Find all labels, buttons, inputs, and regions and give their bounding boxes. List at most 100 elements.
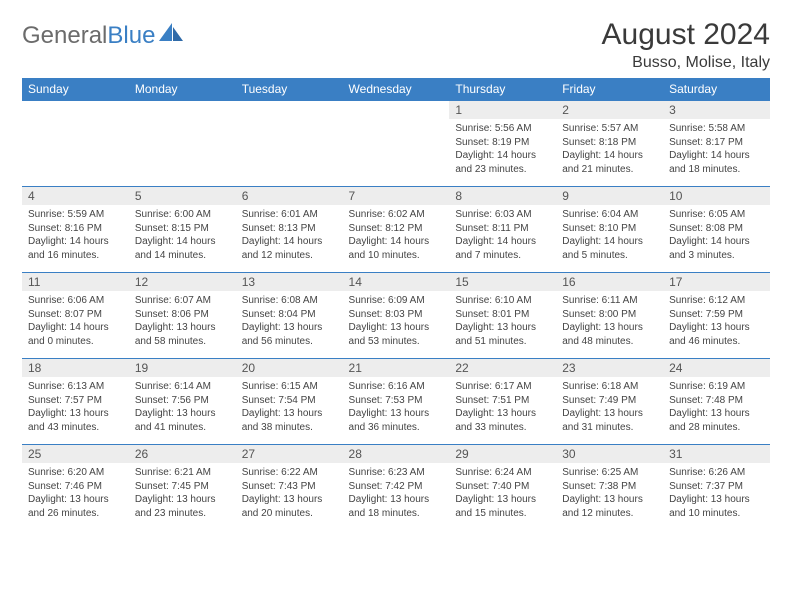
page-subtitle: Busso, Molise, Italy	[602, 54, 770, 72]
day-details: Sunrise: 6:06 AMSunset: 8:07 PMDaylight:…	[22, 291, 129, 352]
day-number: 14	[343, 273, 450, 291]
day-number: 15	[449, 273, 556, 291]
day-details: Sunrise: 5:57 AMSunset: 8:18 PMDaylight:…	[556, 119, 663, 180]
calendar-day-cell: 4Sunrise: 5:59 AMSunset: 8:16 PMDaylight…	[22, 187, 129, 273]
day-number: 3	[663, 101, 770, 119]
day-number: 25	[22, 445, 129, 463]
calendar-day-cell: 20Sunrise: 6:15 AMSunset: 7:54 PMDayligh…	[236, 359, 343, 445]
calendar-day-cell: 24Sunrise: 6:19 AMSunset: 7:48 PMDayligh…	[663, 359, 770, 445]
calendar-day-cell: 15Sunrise: 6:10 AMSunset: 8:01 PMDayligh…	[449, 273, 556, 359]
day-details: Sunrise: 5:59 AMSunset: 8:16 PMDaylight:…	[22, 205, 129, 266]
day-number: 8	[449, 187, 556, 205]
day-details: Sunrise: 6:21 AMSunset: 7:45 PMDaylight:…	[129, 463, 236, 524]
day-details: Sunrise: 6:02 AMSunset: 8:12 PMDaylight:…	[343, 205, 450, 266]
day-number: 23	[556, 359, 663, 377]
day-number: 5	[129, 187, 236, 205]
calendar-day-cell: 28Sunrise: 6:23 AMSunset: 7:42 PMDayligh…	[343, 445, 450, 531]
day-number: 9	[556, 187, 663, 205]
brand-part1: General	[22, 22, 107, 50]
day-details: Sunrise: 6:11 AMSunset: 8:00 PMDaylight:…	[556, 291, 663, 352]
calendar-day-cell: 7Sunrise: 6:02 AMSunset: 8:12 PMDaylight…	[343, 187, 450, 273]
calendar-body: ........1Sunrise: 5:56 AMSunset: 8:19 PM…	[22, 101, 770, 531]
day-details: Sunrise: 6:07 AMSunset: 8:06 PMDaylight:…	[129, 291, 236, 352]
day-number: 20	[236, 359, 343, 377]
calendar-day-cell: 5Sunrise: 6:00 AMSunset: 8:15 PMDaylight…	[129, 187, 236, 273]
day-details: Sunrise: 6:08 AMSunset: 8:04 PMDaylight:…	[236, 291, 343, 352]
calendar-day-cell: 10Sunrise: 6:05 AMSunset: 8:08 PMDayligh…	[663, 187, 770, 273]
calendar-day-cell: 26Sunrise: 6:21 AMSunset: 7:45 PMDayligh…	[129, 445, 236, 531]
day-number: 7	[343, 187, 450, 205]
calendar-day-cell: 8Sunrise: 6:03 AMSunset: 8:11 PMDaylight…	[449, 187, 556, 273]
day-details: Sunrise: 6:16 AMSunset: 7:53 PMDaylight:…	[343, 377, 450, 438]
day-details: Sunrise: 6:17 AMSunset: 7:51 PMDaylight:…	[449, 377, 556, 438]
day-number: 22	[449, 359, 556, 377]
day-number: 10	[663, 187, 770, 205]
calendar-day-cell: 18Sunrise: 6:13 AMSunset: 7:57 PMDayligh…	[22, 359, 129, 445]
calendar-day-cell: 19Sunrise: 6:14 AMSunset: 7:56 PMDayligh…	[129, 359, 236, 445]
day-details: Sunrise: 5:58 AMSunset: 8:17 PMDaylight:…	[663, 119, 770, 180]
day-number: 2	[556, 101, 663, 119]
calendar-day-cell: ..	[343, 101, 450, 187]
day-number: 24	[663, 359, 770, 377]
day-details: Sunrise: 6:13 AMSunset: 7:57 PMDaylight:…	[22, 377, 129, 438]
day-details: Sunrise: 6:26 AMSunset: 7:37 PMDaylight:…	[663, 463, 770, 524]
calendar-page: GeneralBlue August 2024 Busso, Molise, I…	[0, 0, 792, 541]
day-details: Sunrise: 6:25 AMSunset: 7:38 PMDaylight:…	[556, 463, 663, 524]
day-details: Sunrise: 6:19 AMSunset: 7:48 PMDaylight:…	[663, 377, 770, 438]
weekday-header: Monday	[129, 78, 236, 101]
day-details: Sunrise: 6:14 AMSunset: 7:56 PMDaylight:…	[129, 377, 236, 438]
day-number: 18	[22, 359, 129, 377]
day-details: Sunrise: 5:56 AMSunset: 8:19 PMDaylight:…	[449, 119, 556, 180]
calendar-day-cell: 14Sunrise: 6:09 AMSunset: 8:03 PMDayligh…	[343, 273, 450, 359]
day-details: Sunrise: 6:05 AMSunset: 8:08 PMDaylight:…	[663, 205, 770, 266]
title-block: August 2024 Busso, Molise, Italy	[602, 18, 770, 72]
weekday-header: Wednesday	[343, 78, 450, 101]
calendar-day-cell: 21Sunrise: 6:16 AMSunset: 7:53 PMDayligh…	[343, 359, 450, 445]
weekday-header: Sunday	[22, 78, 129, 101]
brand-part2: Blue	[107, 22, 155, 50]
calendar-day-cell: 2Sunrise: 5:57 AMSunset: 8:18 PMDaylight…	[556, 101, 663, 187]
calendar-day-cell: ..	[22, 101, 129, 187]
day-details: Sunrise: 6:09 AMSunset: 8:03 PMDaylight:…	[343, 291, 450, 352]
day-number: 29	[449, 445, 556, 463]
header: GeneralBlue August 2024 Busso, Molise, I…	[22, 18, 770, 72]
day-details: Sunrise: 6:10 AMSunset: 8:01 PMDaylight:…	[449, 291, 556, 352]
calendar-day-cell: ..	[129, 101, 236, 187]
day-number: 13	[236, 273, 343, 291]
day-number: 4	[22, 187, 129, 205]
day-number: 11	[22, 273, 129, 291]
calendar-day-cell: 1Sunrise: 5:56 AMSunset: 8:19 PMDaylight…	[449, 101, 556, 187]
day-details: Sunrise: 6:12 AMSunset: 7:59 PMDaylight:…	[663, 291, 770, 352]
calendar-day-cell: 23Sunrise: 6:18 AMSunset: 7:49 PMDayligh…	[556, 359, 663, 445]
weekday-header: Thursday	[449, 78, 556, 101]
day-details: Sunrise: 6:22 AMSunset: 7:43 PMDaylight:…	[236, 463, 343, 524]
calendar-weekday-header: SundayMondayTuesdayWednesdayThursdayFrid…	[22, 78, 770, 101]
day-number: 27	[236, 445, 343, 463]
day-number: 12	[129, 273, 236, 291]
day-number: 17	[663, 273, 770, 291]
day-number: 6	[236, 187, 343, 205]
weekday-header: Saturday	[663, 78, 770, 101]
day-number: 31	[663, 445, 770, 463]
day-number: 19	[129, 359, 236, 377]
day-details: Sunrise: 6:15 AMSunset: 7:54 PMDaylight:…	[236, 377, 343, 438]
calendar-day-cell: 22Sunrise: 6:17 AMSunset: 7:51 PMDayligh…	[449, 359, 556, 445]
day-details: Sunrise: 6:01 AMSunset: 8:13 PMDaylight:…	[236, 205, 343, 266]
calendar-day-cell: 31Sunrise: 6:26 AMSunset: 7:37 PMDayligh…	[663, 445, 770, 531]
calendar-table: SundayMondayTuesdayWednesdayThursdayFrid…	[22, 78, 770, 531]
day-number: 30	[556, 445, 663, 463]
brand-logo: GeneralBlue	[22, 18, 185, 50]
calendar-week-row: 4Sunrise: 5:59 AMSunset: 8:16 PMDaylight…	[22, 187, 770, 273]
calendar-day-cell: 30Sunrise: 6:25 AMSunset: 7:38 PMDayligh…	[556, 445, 663, 531]
day-number: 1	[449, 101, 556, 119]
calendar-day-cell: 3Sunrise: 5:58 AMSunset: 8:17 PMDaylight…	[663, 101, 770, 187]
day-number: 16	[556, 273, 663, 291]
day-number: 28	[343, 445, 450, 463]
day-number: 26	[129, 445, 236, 463]
weekday-header: Friday	[556, 78, 663, 101]
calendar-day-cell: 17Sunrise: 6:12 AMSunset: 7:59 PMDayligh…	[663, 273, 770, 359]
day-details: Sunrise: 6:04 AMSunset: 8:10 PMDaylight:…	[556, 205, 663, 266]
calendar-week-row: 11Sunrise: 6:06 AMSunset: 8:07 PMDayligh…	[22, 273, 770, 359]
sail-icon	[159, 22, 185, 50]
calendar-day-cell: 6Sunrise: 6:01 AMSunset: 8:13 PMDaylight…	[236, 187, 343, 273]
